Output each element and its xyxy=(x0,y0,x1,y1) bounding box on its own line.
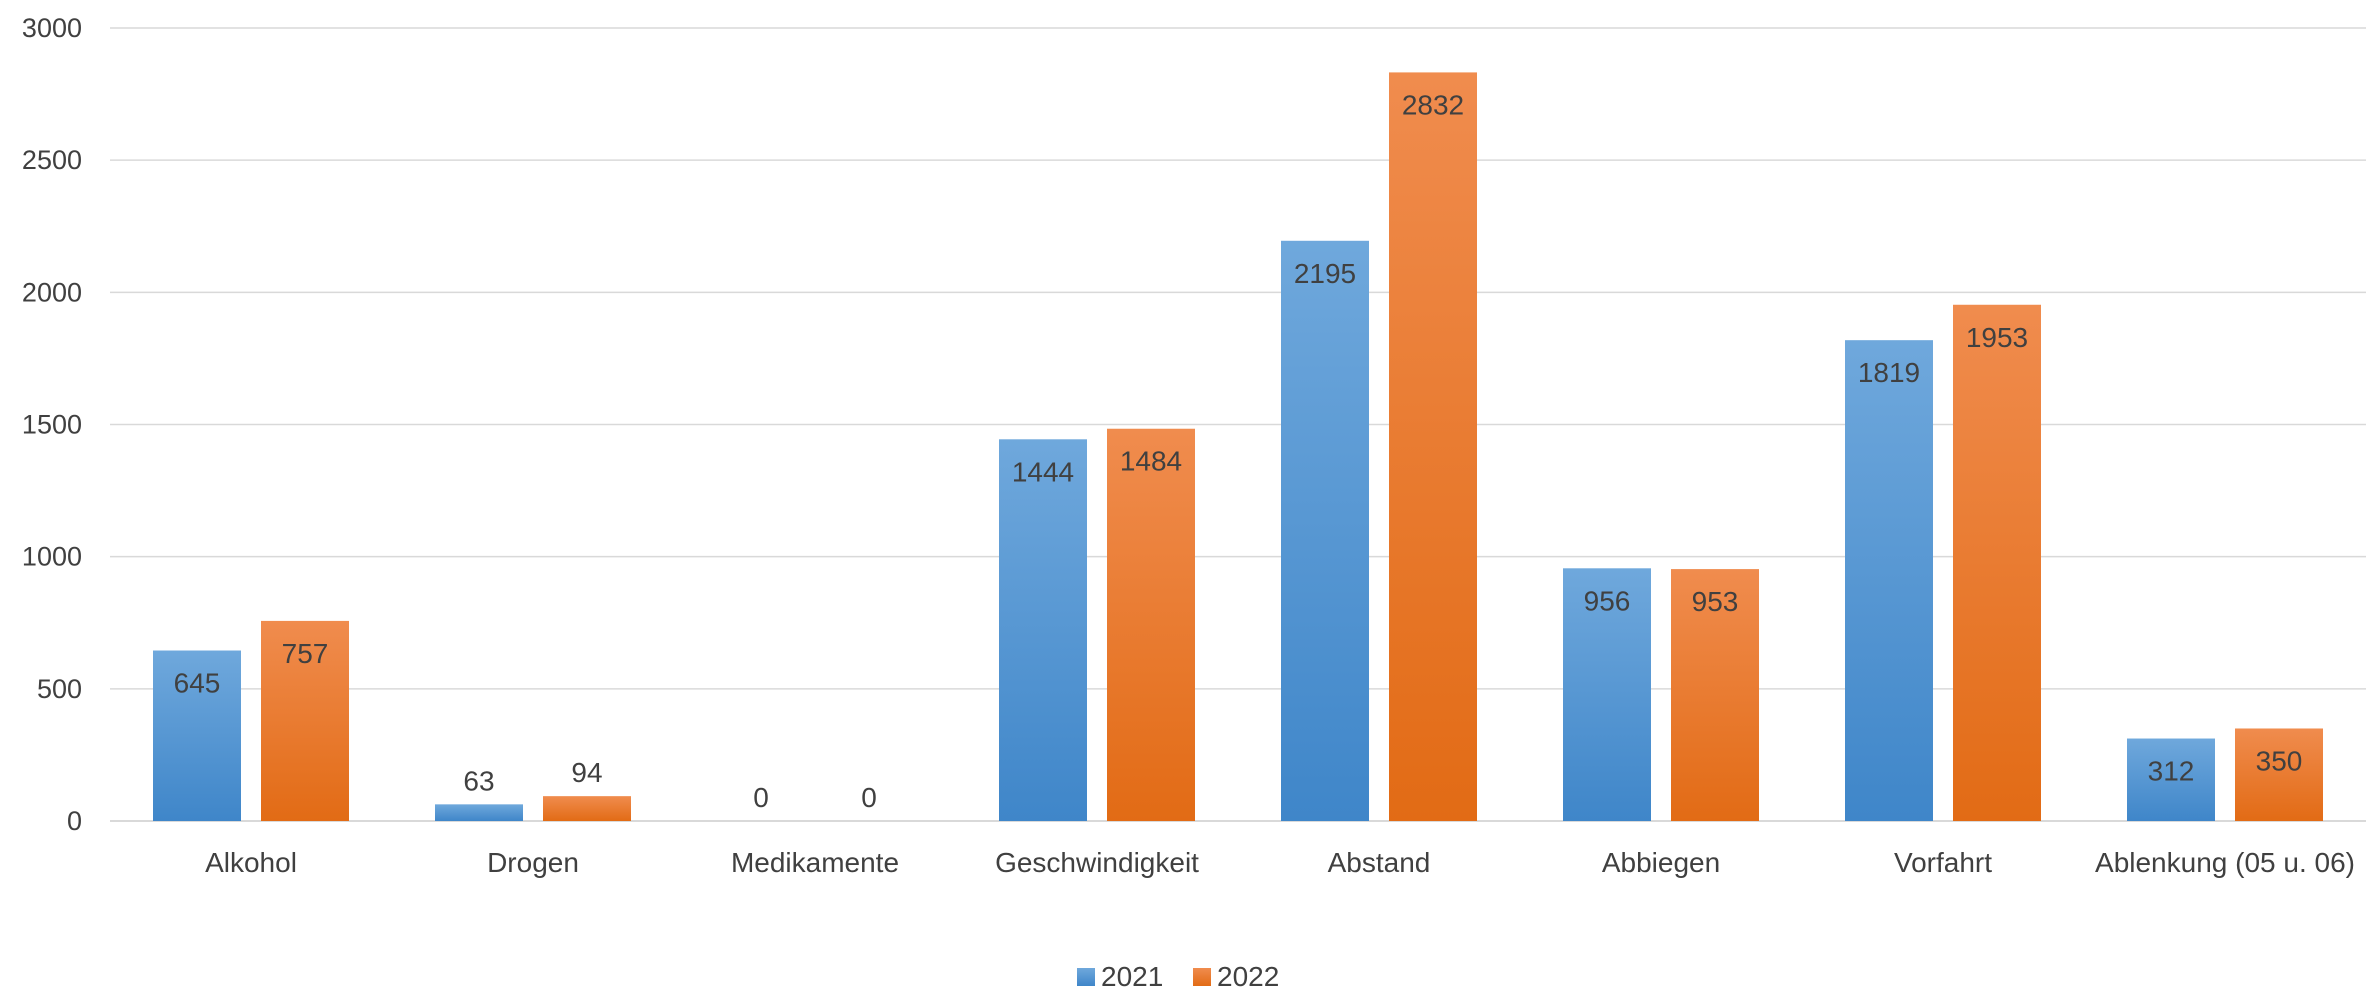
data-label: 1953 xyxy=(1966,322,2028,353)
x-category-label: Drogen xyxy=(487,847,579,878)
bar-2022 xyxy=(2235,728,2323,821)
data-label: 1444 xyxy=(1012,456,1074,487)
x-category-label: Medikamente xyxy=(731,847,899,878)
data-label: 2832 xyxy=(1402,89,1464,120)
x-category-label: Geschwindigkeit xyxy=(995,847,1199,878)
legend-swatch-2021 xyxy=(1077,968,1095,986)
x-category-label: Abbiegen xyxy=(1602,847,1720,878)
x-category-label: Abstand xyxy=(1328,847,1431,878)
bar-2021 xyxy=(1281,240,1369,821)
legend[interactable]: 2021 2022 xyxy=(1077,961,1279,992)
x-category-label: Alkohol xyxy=(205,847,297,878)
data-label: 757 xyxy=(282,638,329,669)
legend-label-2021: 2021 xyxy=(1101,961,1163,992)
data-labels: 645 757 63 94 0 0 1444 1484 2195 2832 956 953 1819 19… xyxy=(174,89,2303,813)
bar-2021 xyxy=(2127,738,2215,821)
x-axis-categories: Alkohol Drogen Medikamente Geschwindigkeit A… xyxy=(205,847,2355,878)
bar-2022 xyxy=(543,796,631,821)
bar-2021 xyxy=(435,804,523,821)
bar-2021 xyxy=(1563,568,1651,821)
data-label: 2195 xyxy=(1294,258,1356,289)
bar-2022 xyxy=(1953,304,2041,822)
data-label: 94 xyxy=(571,757,602,788)
bar-2021 xyxy=(999,439,1087,821)
data-label: 63 xyxy=(463,765,494,796)
data-label: 312 xyxy=(2148,756,2195,787)
x-category-label: Vorfahrt xyxy=(1894,847,1992,878)
y-tick-label: 3000 xyxy=(22,13,82,43)
bar-2021 xyxy=(1845,340,1933,821)
y-tick-label: 2000 xyxy=(22,277,82,307)
bar-2022 xyxy=(261,620,349,821)
data-label: 0 xyxy=(753,782,769,813)
y-tick-label: 2500 xyxy=(22,145,82,175)
y-tick-label: 1000 xyxy=(22,542,82,572)
data-label: 645 xyxy=(174,668,221,699)
bar-2021 xyxy=(153,650,241,821)
data-label: 956 xyxy=(1584,585,1631,616)
data-label: 350 xyxy=(2256,745,2303,776)
y-axis-ticks: 0 500 1000 1500 2000 2500 3000 xyxy=(22,13,82,836)
y-tick-label: 0 xyxy=(67,806,82,836)
data-label: 953 xyxy=(1692,586,1739,617)
legend-swatch-2022 xyxy=(1193,968,1211,986)
bars xyxy=(153,72,2323,822)
data-label: 1819 xyxy=(1858,357,1920,388)
bar-2022 xyxy=(1389,72,1477,821)
x-category-label: Ablenkung (05 u. 06) xyxy=(2095,847,2355,878)
legend-label-2022: 2022 xyxy=(1217,961,1279,992)
bar-2022 xyxy=(1671,569,1759,821)
y-tick-label: 1500 xyxy=(22,410,82,440)
bar-2022 xyxy=(1107,428,1195,821)
data-label: 1484 xyxy=(1120,446,1182,477)
data-label: 0 xyxy=(861,782,877,813)
y-tick-label: 500 xyxy=(37,674,82,704)
